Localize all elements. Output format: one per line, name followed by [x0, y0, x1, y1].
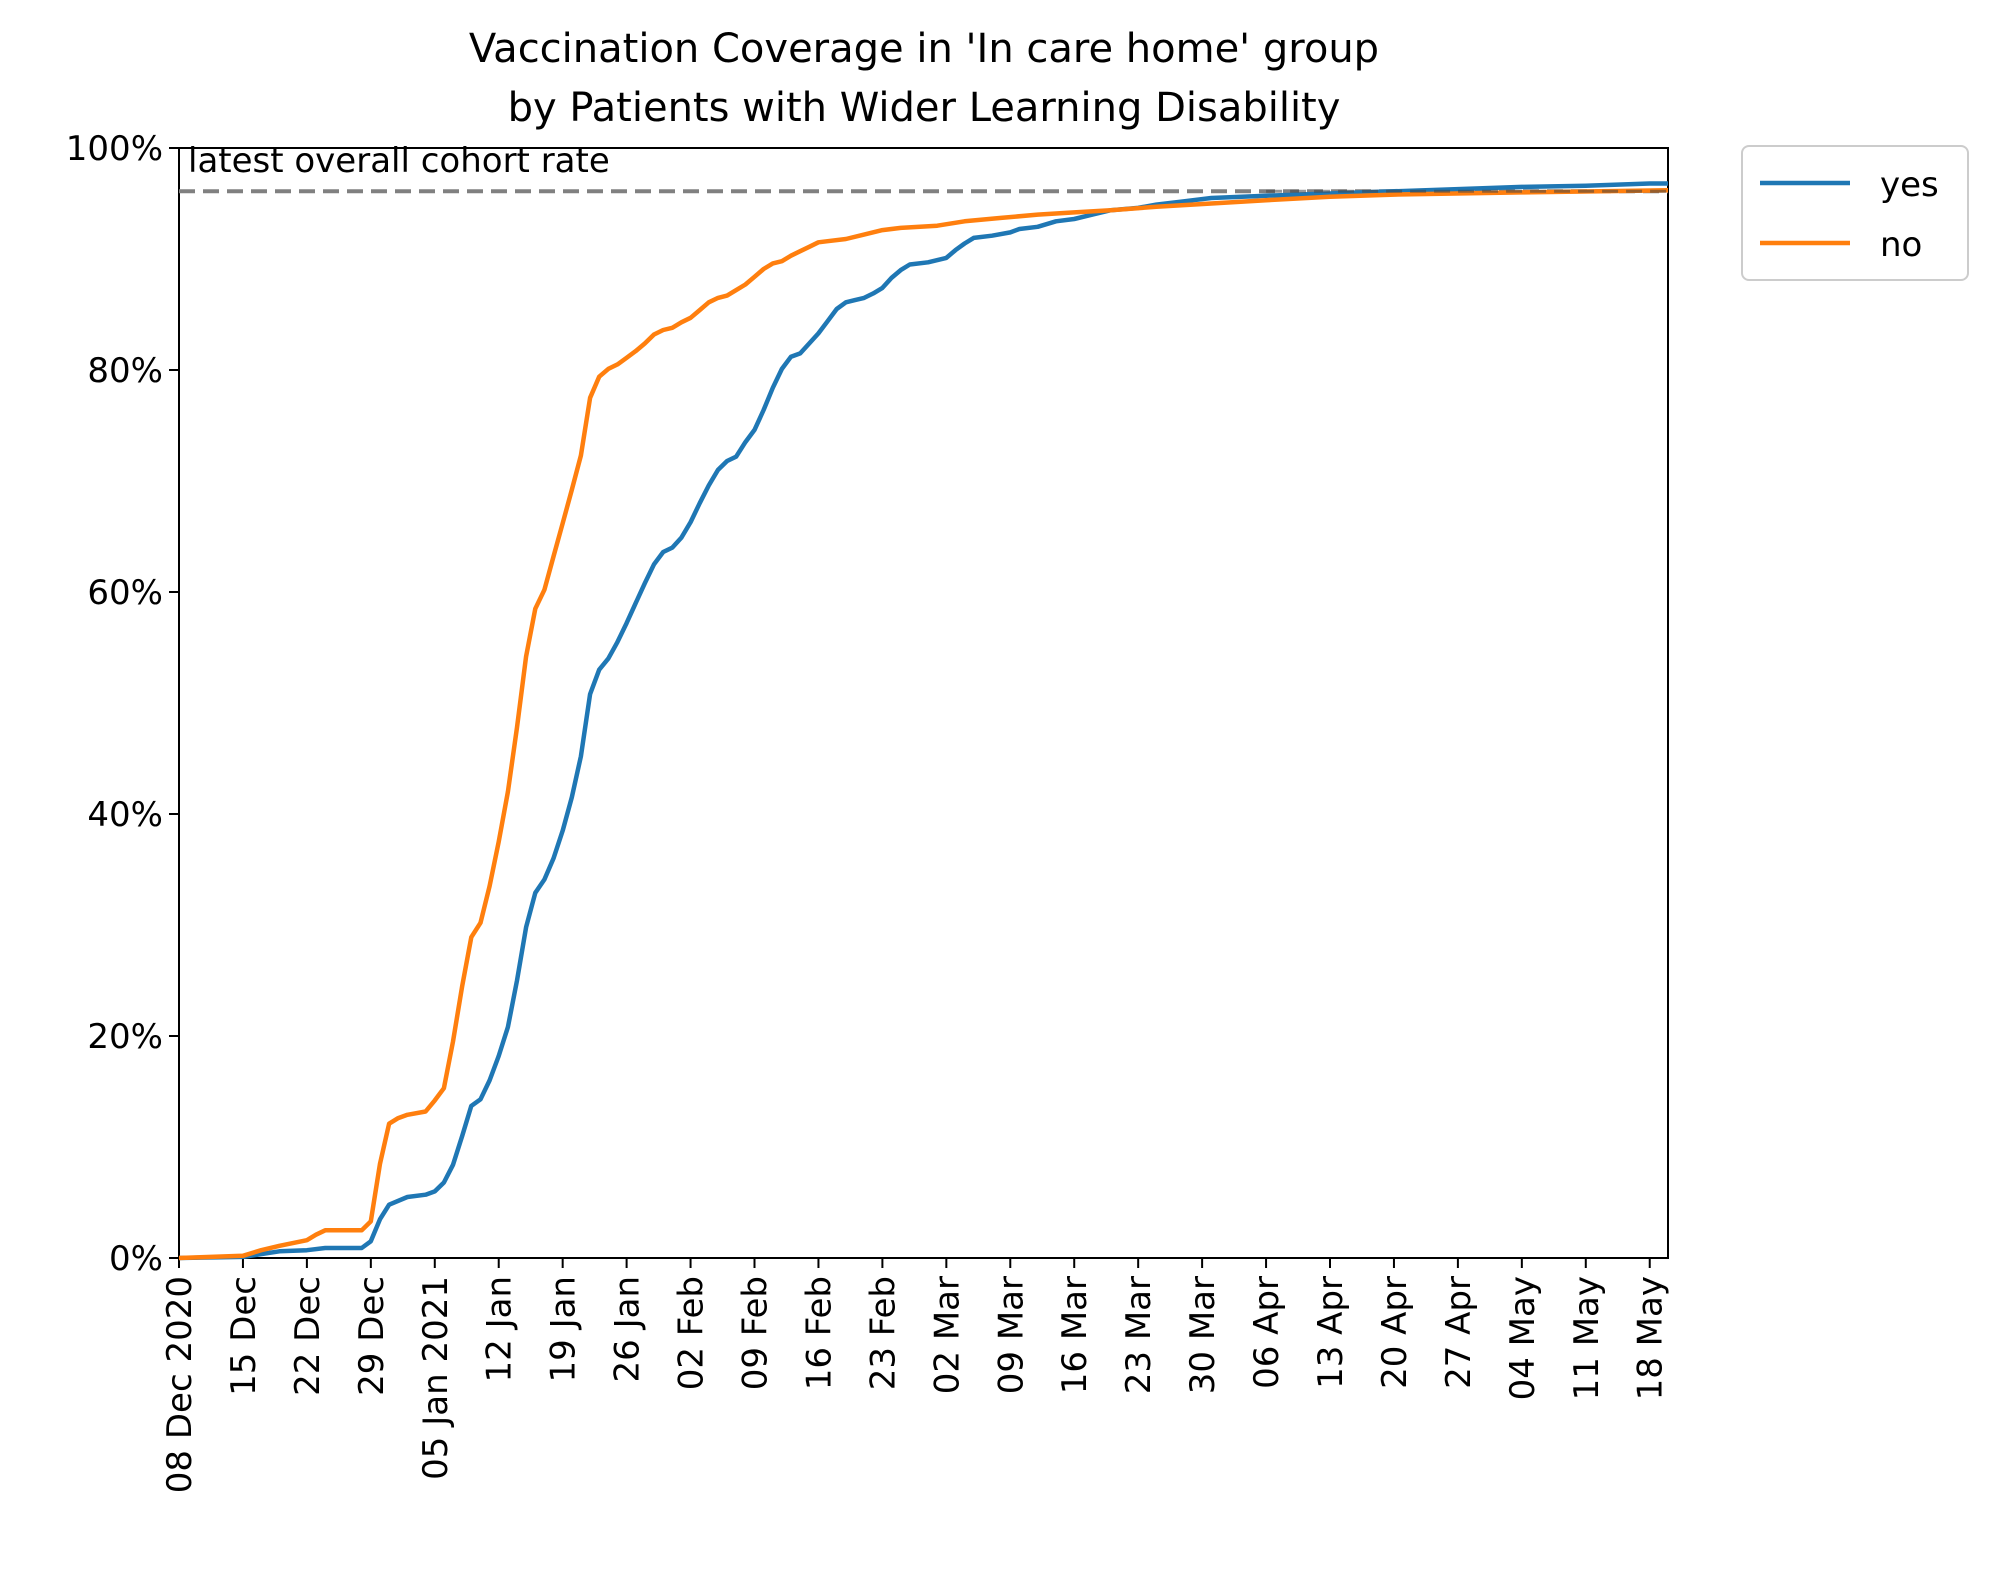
x-tick-label: 06 Apr — [1247, 1276, 1287, 1389]
x-tick-label: 16 Feb — [799, 1276, 839, 1390]
y-tick-label: 80% — [87, 351, 163, 391]
x-tick-label: 23 Feb — [863, 1276, 903, 1390]
plot-area: 0% 20% 40% 60% 80% 100% 08 Dec 2020 15 Dec 22 De… — [66, 129, 1671, 1493]
y-tick-label: 60% — [87, 573, 163, 613]
x-tick-label: 16 Mar — [1055, 1276, 1095, 1394]
x-tick-label: 22 Dec — [288, 1276, 328, 1396]
x-tick-label: 12 Jan — [480, 1276, 520, 1382]
x-tick-label: 29 Dec — [352, 1276, 392, 1396]
x-tick-label: 02 Feb — [672, 1276, 712, 1390]
x-tick-label: 08 Dec 2020 — [160, 1276, 200, 1493]
x-tick-label: 09 Feb — [736, 1276, 776, 1390]
axes-frame — [178, 147, 1669, 1259]
x-tick-label: 15 Dec — [224, 1276, 264, 1396]
x-tick-label: 11 May — [1567, 1276, 1607, 1400]
reference-line-label: latest overall cohort rate — [188, 141, 610, 181]
x-tick-label: 27 Apr — [1439, 1276, 1479, 1389]
y-tick-label: 100% — [66, 129, 163, 169]
x-tick-label: 19 Jan — [544, 1276, 584, 1382]
y-tick-label: 0% — [109, 1239, 163, 1279]
y-tick-label: 20% — [87, 1017, 163, 1057]
x-tick-label: 05 Jan 2021 — [416, 1276, 456, 1480]
x-tick-label: 04 May — [1503, 1276, 1543, 1400]
x-tick-label: 20 Apr — [1375, 1276, 1415, 1389]
legend-label-yes: yes — [1880, 165, 1939, 205]
x-tick-label: 30 Mar — [1183, 1276, 1223, 1394]
legend-box — [1741, 145, 1969, 281]
x-tick-label: 13 Apr — [1311, 1276, 1351, 1389]
x-tick-label: 23 Mar — [1119, 1276, 1159, 1394]
series-line-no — [178, 187, 1669, 1261]
x-tick-label: 02 Mar — [927, 1276, 967, 1394]
x-tick-label: 09 Mar — [991, 1276, 1031, 1394]
legend-label-no: no — [1880, 225, 1922, 265]
chart-title-line-2: by Patients with Wider Learning Disabili… — [508, 85, 1341, 131]
legend[interactable]: yes no — [1741, 145, 1969, 281]
chart-title-line-1: Vaccination Coverage in 'In care home' g… — [469, 26, 1379, 72]
y-tick-label: 40% — [87, 795, 163, 835]
series-line-yes — [178, 181, 1668, 1261]
x-tick-label: 26 Jan — [608, 1276, 648, 1382]
x-tick-label: 18 May — [1631, 1276, 1671, 1400]
